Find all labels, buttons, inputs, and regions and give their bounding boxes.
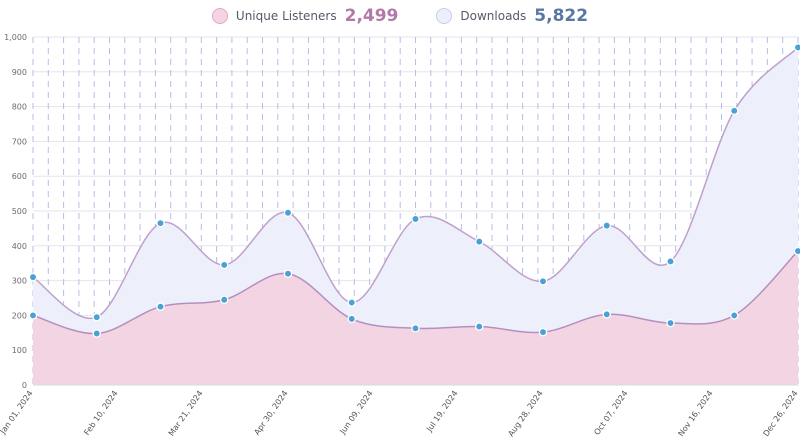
unique-listeners-swatch — [211, 8, 228, 24]
downloads-point — [793, 43, 800, 52]
y-tick-label: 400 — [12, 242, 27, 251]
downloads-point — [347, 298, 356, 307]
y-tick-label: 600 — [12, 172, 27, 181]
unique-listeners-point — [602, 310, 612, 319]
unique-listeners-total: 2,499 — [344, 6, 399, 26]
x-tick-label: Jun 09, 2024 — [338, 389, 375, 436]
downloads-point — [28, 272, 38, 282]
downloads-point — [666, 257, 675, 266]
x-tick-label: Nov 16, 2024 — [676, 389, 714, 437]
y-tick-label: 0 — [22, 381, 27, 390]
y-tick-label: 700 — [12, 137, 27, 146]
unique-listeners-point — [666, 318, 675, 328]
y-tick-label: 800 — [12, 103, 27, 112]
x-tick-label: Jan 01, 2024 — [0, 389, 35, 436]
downloads-point — [156, 218, 165, 228]
x-tick-label: Apr 30, 2024 — [252, 389, 289, 437]
x-tick-label: Mar 21, 2024 — [167, 389, 205, 437]
unique-listeners-area — [33, 251, 798, 385]
unique-listeners-point — [92, 329, 102, 338]
x-tick-label: Feb 10, 2024 — [82, 389, 119, 437]
unique-listeners-point — [28, 311, 38, 320]
y-tick-label: 200 — [12, 311, 27, 320]
downloads-point — [730, 106, 739, 116]
unique-listeners-label: Unique Listeners — [235, 9, 337, 23]
downloads-point — [283, 208, 293, 217]
y-tick-label: 1,000 — [4, 33, 27, 42]
downloads-point — [219, 260, 229, 270]
y-tick-label: 100 — [12, 346, 27, 355]
downloads-total: 5,822 — [534, 6, 589, 26]
y-tick-label: 500 — [12, 207, 27, 216]
unique-listeners-point — [156, 302, 165, 311]
unique-listeners-point — [793, 246, 800, 256]
unique-listeners-point — [474, 322, 484, 331]
unique-listeners-point — [730, 311, 739, 320]
legend-item-unique-listeners[interactable]: Unique Listeners 2,499 — [211, 6, 399, 26]
y-tick-label: 300 — [12, 277, 27, 286]
unique-listeners-point — [219, 295, 229, 304]
unique-listeners-point — [283, 269, 293, 278]
downloads-label: Downloads — [460, 9, 527, 23]
downloads-point — [92, 312, 102, 322]
y-tick-label: 900 — [12, 68, 27, 77]
unique-listeners-point — [347, 314, 356, 324]
chart-legend: Unique Listeners 2,499 Downloads 5,822 — [0, 4, 800, 28]
x-tick-label: Oct 07, 2024 — [592, 389, 629, 437]
unique-listeners-point — [411, 324, 420, 333]
downloads-point — [474, 237, 484, 246]
downloads-point — [538, 277, 548, 286]
downloads-point — [602, 221, 612, 230]
x-tick-label: Aug 28, 2024 — [506, 389, 544, 437]
downloads-point — [411, 214, 420, 224]
x-tick-label: Dec 26, 2024 — [761, 389, 799, 437]
x-tick-label: Jul 19, 2024 — [424, 389, 459, 434]
legend-item-downloads[interactable]: Downloads 5,822 — [436, 6, 588, 26]
downloads-swatch — [436, 8, 453, 24]
unique-listeners-point — [538, 327, 548, 337]
